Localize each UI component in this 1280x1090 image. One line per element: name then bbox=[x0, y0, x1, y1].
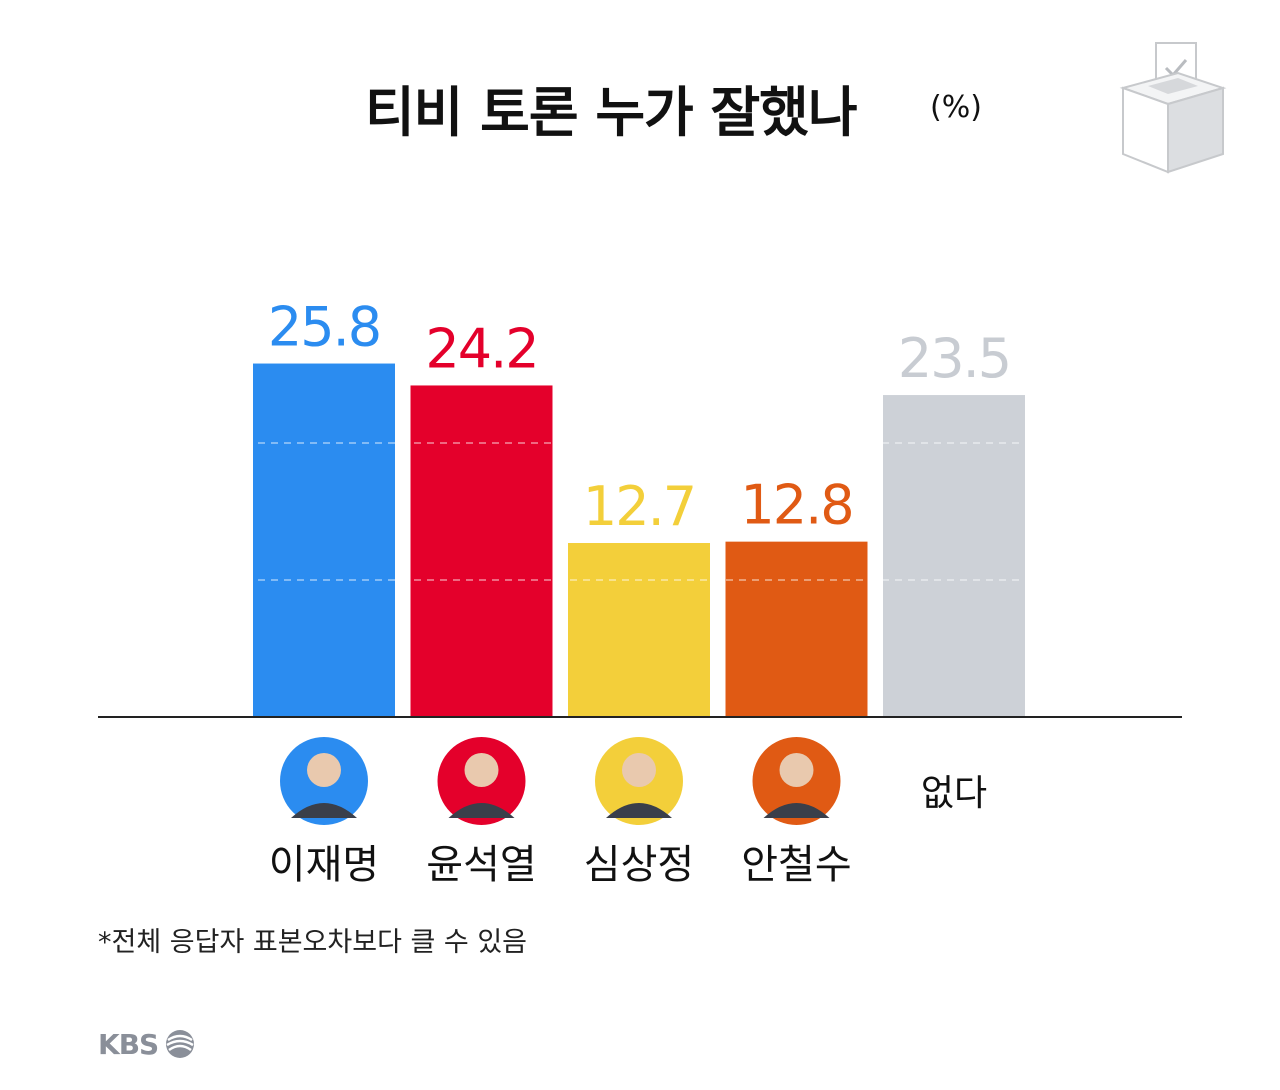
data-label: 12.8 bbox=[740, 474, 852, 537]
avatar-face bbox=[779, 753, 814, 787]
avatar-face bbox=[307, 753, 341, 787]
avatar-body bbox=[606, 803, 672, 818]
avatar-face bbox=[464, 753, 499, 787]
avatar-body bbox=[448, 803, 515, 818]
bar bbox=[253, 363, 395, 717]
category-label: 안철수 bbox=[741, 842, 851, 888]
avatar-body bbox=[291, 803, 357, 818]
category-label: 심상정 bbox=[584, 842, 694, 888]
bar bbox=[883, 395, 1025, 717]
category-label: 없다 bbox=[921, 773, 987, 814]
kbs-logo-text: KBS bbox=[98, 1027, 159, 1061]
category-label: 이재명 bbox=[269, 842, 379, 888]
data-label: 23.5 bbox=[898, 327, 1010, 390]
data-label: 25.8 bbox=[268, 296, 380, 359]
ballot-box-icon bbox=[1119, 42, 1227, 174]
chart-title: 티비 토론 누가 잘했나 bbox=[365, 81, 858, 144]
data-label: 24.2 bbox=[425, 317, 537, 380]
data-label: 12.7 bbox=[583, 475, 695, 538]
bar bbox=[725, 541, 868, 717]
avatar-face bbox=[622, 753, 656, 787]
category-label: 윤석열 bbox=[426, 842, 536, 888]
bar bbox=[410, 385, 553, 717]
chart-unit: (%) bbox=[930, 90, 982, 125]
bar bbox=[568, 543, 710, 717]
avatar-body bbox=[763, 803, 830, 818]
bar-chart: 25.8 24.2 12.7 12.8 23.5 이재명 윤석열 심상정 안철수 없다 bbox=[98, 296, 1182, 888]
footnote: *전체 응답자 표본오차보다 클 수 있음 bbox=[98, 927, 528, 958]
kbs-logo: KBS bbox=[98, 1026, 198, 1062]
kbs-logo-mark-icon bbox=[166, 1030, 195, 1058]
